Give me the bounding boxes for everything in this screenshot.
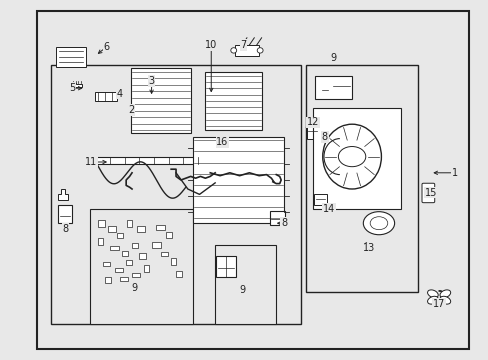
Circle shape	[369, 217, 387, 230]
Bar	[115, 268, 122, 272]
Text: 9: 9	[239, 285, 244, 295]
Text: 16: 16	[216, 137, 228, 147]
Bar	[269, 211, 284, 225]
Bar	[127, 220, 132, 227]
Text: 12: 12	[306, 117, 319, 127]
Ellipse shape	[257, 48, 263, 53]
Circle shape	[363, 212, 394, 235]
Bar	[215, 256, 236, 277]
Ellipse shape	[427, 290, 437, 298]
Ellipse shape	[427, 296, 437, 304]
Bar	[131, 68, 190, 133]
Bar	[58, 205, 72, 223]
Bar	[56, 47, 85, 67]
Text: 8: 8	[62, 224, 68, 234]
Bar	[234, 45, 259, 56]
Text: 9: 9	[131, 283, 137, 293]
Bar	[176, 271, 182, 277]
Ellipse shape	[439, 290, 450, 298]
Bar	[137, 226, 144, 232]
Bar	[95, 92, 117, 101]
Text: 13: 13	[362, 243, 375, 253]
Bar	[105, 277, 111, 283]
Bar	[90, 209, 193, 324]
Bar	[312, 108, 400, 209]
Bar	[37, 11, 468, 349]
Text: 17: 17	[432, 299, 445, 309]
Bar	[315, 76, 351, 99]
Bar	[98, 238, 102, 245]
Bar	[205, 72, 261, 130]
Bar	[98, 220, 104, 227]
Bar	[305, 65, 417, 292]
Bar	[215, 245, 276, 324]
Bar	[110, 246, 119, 250]
FancyBboxPatch shape	[421, 183, 434, 203]
Bar	[132, 243, 138, 248]
Polygon shape	[72, 83, 82, 87]
Text: 3: 3	[148, 76, 154, 86]
Text: 9: 9	[330, 53, 336, 63]
Bar	[166, 232, 171, 238]
Bar	[126, 260, 132, 265]
Bar	[171, 258, 176, 265]
Bar	[193, 137, 283, 223]
Bar	[151, 242, 161, 248]
Bar	[51, 65, 300, 324]
Text: 10: 10	[204, 40, 217, 50]
Bar	[122, 251, 128, 256]
Text: 4: 4	[117, 89, 122, 99]
Bar	[90, 157, 203, 164]
Polygon shape	[58, 189, 68, 200]
Bar	[306, 122, 317, 139]
Ellipse shape	[439, 296, 450, 304]
Bar	[107, 226, 116, 232]
Text: 7: 7	[240, 40, 246, 50]
Bar	[102, 262, 109, 266]
Bar	[161, 252, 167, 256]
Text: 15: 15	[424, 188, 437, 198]
Text: 11: 11	[84, 157, 97, 167]
Text: 1: 1	[451, 168, 457, 178]
Text: 5: 5	[69, 83, 75, 93]
Text: 6: 6	[103, 42, 109, 52]
Text: 14: 14	[322, 204, 334, 214]
Bar	[156, 225, 164, 230]
Bar	[314, 194, 326, 205]
Text: 8: 8	[281, 218, 286, 228]
Circle shape	[338, 147, 365, 167]
Bar	[117, 233, 123, 238]
Text: 2: 2	[128, 105, 134, 115]
Bar	[144, 265, 149, 272]
Bar	[120, 277, 127, 281]
Bar	[139, 253, 146, 259]
Text: 8: 8	[321, 132, 327, 142]
Bar	[132, 273, 140, 277]
Ellipse shape	[230, 48, 236, 53]
